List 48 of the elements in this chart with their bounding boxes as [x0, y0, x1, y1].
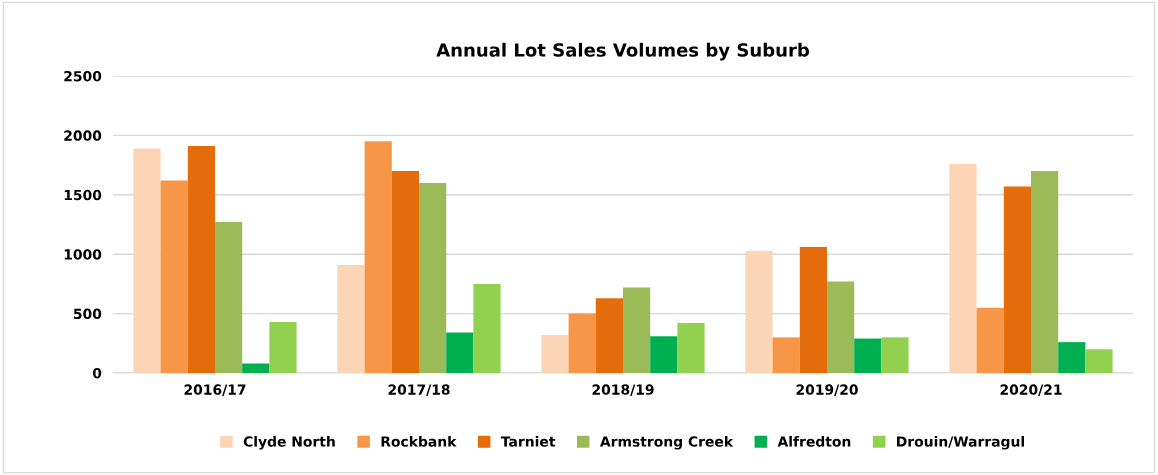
- y-tick-label: 2000: [64, 130, 102, 141]
- bar: [772, 337, 800, 373]
- bar: [976, 307, 1004, 373]
- legend-label: Drouin/Warragul: [897, 435, 1024, 450]
- bar: [595, 298, 623, 373]
- bar: [854, 338, 882, 373]
- bar: [133, 148, 161, 373]
- bar: [745, 250, 773, 373]
- y-tick-label: 1000: [64, 249, 102, 260]
- chart-title: Annual Lot Sales Volumes by Suburb: [436, 42, 810, 61]
- bar: [446, 332, 474, 373]
- bar: [650, 336, 678, 373]
- bar: [187, 146, 215, 373]
- bar: [949, 163, 977, 373]
- x-tick-label: 2019/20: [796, 384, 858, 396]
- x-tick-label: 2017/18: [388, 384, 450, 396]
- bar: [473, 283, 501, 373]
- bar: [677, 323, 705, 373]
- legend-label: Tarniet: [500, 435, 556, 447]
- legend-label: Alfredton: [777, 435, 851, 447]
- legend-label: Rockbank: [381, 435, 457, 447]
- bar: [269, 321, 297, 373]
- bar: [391, 171, 419, 373]
- bar: [881, 337, 909, 373]
- bar: [541, 334, 569, 373]
- x-tick-label: 2020/21: [1000, 384, 1062, 396]
- bar: [1031, 171, 1059, 373]
- y-tick-label: 500: [73, 308, 102, 320]
- legend-label: Clyde North: [243, 435, 335, 450]
- bar: [337, 264, 365, 373]
- bar: [568, 313, 596, 373]
- y-tick-label: 2500: [64, 70, 102, 82]
- bar: [623, 287, 651, 373]
- bar: [364, 141, 392, 373]
- bar: [1058, 342, 1086, 373]
- bar: [1085, 349, 1113, 373]
- bar: [799, 247, 827, 373]
- x-tick-label: 2016/17: [184, 384, 246, 396]
- bar: [242, 363, 270, 373]
- y-tick-label: 0: [92, 367, 102, 379]
- bar: [827, 281, 855, 373]
- bar: [160, 180, 188, 373]
- legend-label: Armstrong Creek: [599, 435, 734, 450]
- bar: [1003, 186, 1031, 373]
- x-tick-label: 2018/19: [592, 384, 654, 396]
- bar: [215, 222, 243, 373]
- y-tick-label: 1500: [64, 189, 102, 201]
- bar: [419, 182, 447, 373]
